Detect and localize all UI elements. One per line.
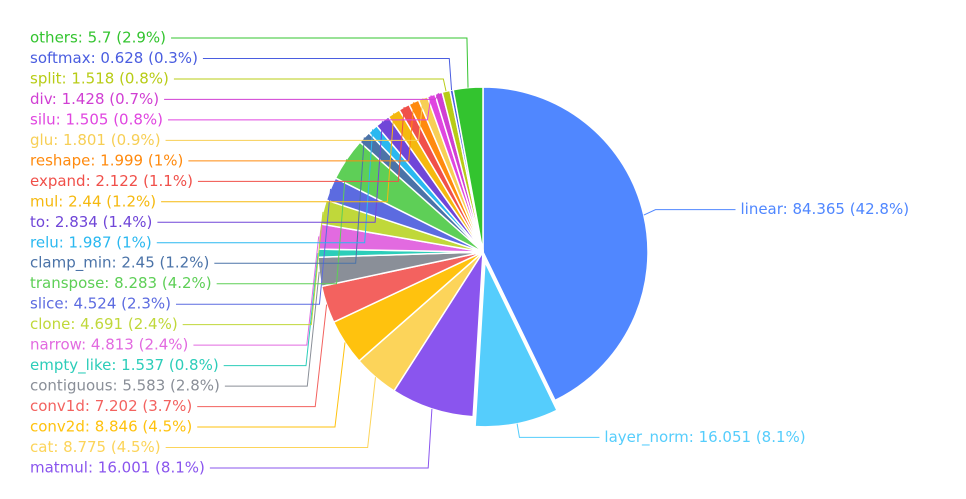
- slice-label: clone: 4.691 (2.4%): [30, 315, 178, 333]
- leader-line: [224, 271, 320, 387]
- pie-slice: [482, 86, 649, 402]
- slice-label: conv2d: 8.846 (4.5%): [30, 418, 192, 436]
- leader-line: [197, 342, 346, 428]
- leader-line: [165, 377, 376, 449]
- leader-line: [157, 121, 383, 223]
- slice-label: silu: 1.505 (0.8%): [30, 110, 163, 128]
- leader-line: [214, 137, 365, 264]
- slice-label: transpose: 8.283 (4.2%): [30, 274, 212, 292]
- leader-line: [223, 253, 319, 367]
- slice-label: contiguous: 5.583 (2.8%): [30, 377, 220, 395]
- leader-line: [182, 211, 324, 326]
- slice-label: glu: 1.801 (0.9%): [30, 131, 161, 149]
- leader-line: [173, 78, 447, 92]
- leader-line: [516, 423, 600, 438]
- leader-line: [175, 188, 332, 305]
- leader-line: [171, 37, 469, 88]
- leader-line: [202, 57, 453, 91]
- slice-label: narrow: 4.813 (2.4%): [30, 336, 188, 354]
- slice-label: expand: 2.122 (1.1%): [30, 172, 193, 190]
- slice-label: others: 5.7 (2.9%): [30, 29, 166, 47]
- slice-label: empty_like: 1.537 (0.8%): [30, 356, 219, 375]
- slice-label: conv1d: 7.202 (3.7%): [30, 397, 192, 415]
- leader-line: [216, 159, 348, 285]
- leader-line: [193, 236, 320, 346]
- slice-label: cat: 8.775 (4.5%): [30, 438, 161, 456]
- leader-line: [161, 113, 395, 203]
- slice-label: linear: 84.365 (42.8%): [740, 200, 909, 218]
- slice-label: clamp_min: 2.45 (1.2%): [30, 254, 209, 273]
- pie-slice: [452, 86, 484, 253]
- leader-line: [209, 408, 433, 469]
- leader-line: [643, 209, 736, 216]
- slice-label: reshape: 1.999 (1%): [30, 151, 183, 169]
- slice-label: div: 1.428 (0.7%): [30, 90, 159, 108]
- leader-line: [188, 102, 415, 162]
- slice-label: matmul: 16.001 (8.1%): [30, 459, 205, 477]
- leader-line: [164, 92, 439, 100]
- leader-line: [165, 98, 424, 141]
- slice-label: to: 2.834 (1.4%): [30, 213, 152, 231]
- leader-line: [168, 95, 432, 121]
- slice-label: layer_norm: 16.051 (8.1%): [604, 428, 805, 447]
- slice-label: relu: 1.987 (1%): [30, 233, 152, 251]
- leader-line: [197, 304, 328, 408]
- leader-line: [197, 107, 405, 182]
- slice-label: slice: 4.524 (2.3%): [30, 295, 171, 313]
- slice-label: softmax: 0.628 (0.3%): [30, 49, 198, 67]
- slice-label: split: 1.518 (0.8%): [30, 69, 169, 87]
- slice-label: mul: 2.44 (1.2%): [30, 192, 156, 210]
- leader-line: [156, 129, 374, 244]
